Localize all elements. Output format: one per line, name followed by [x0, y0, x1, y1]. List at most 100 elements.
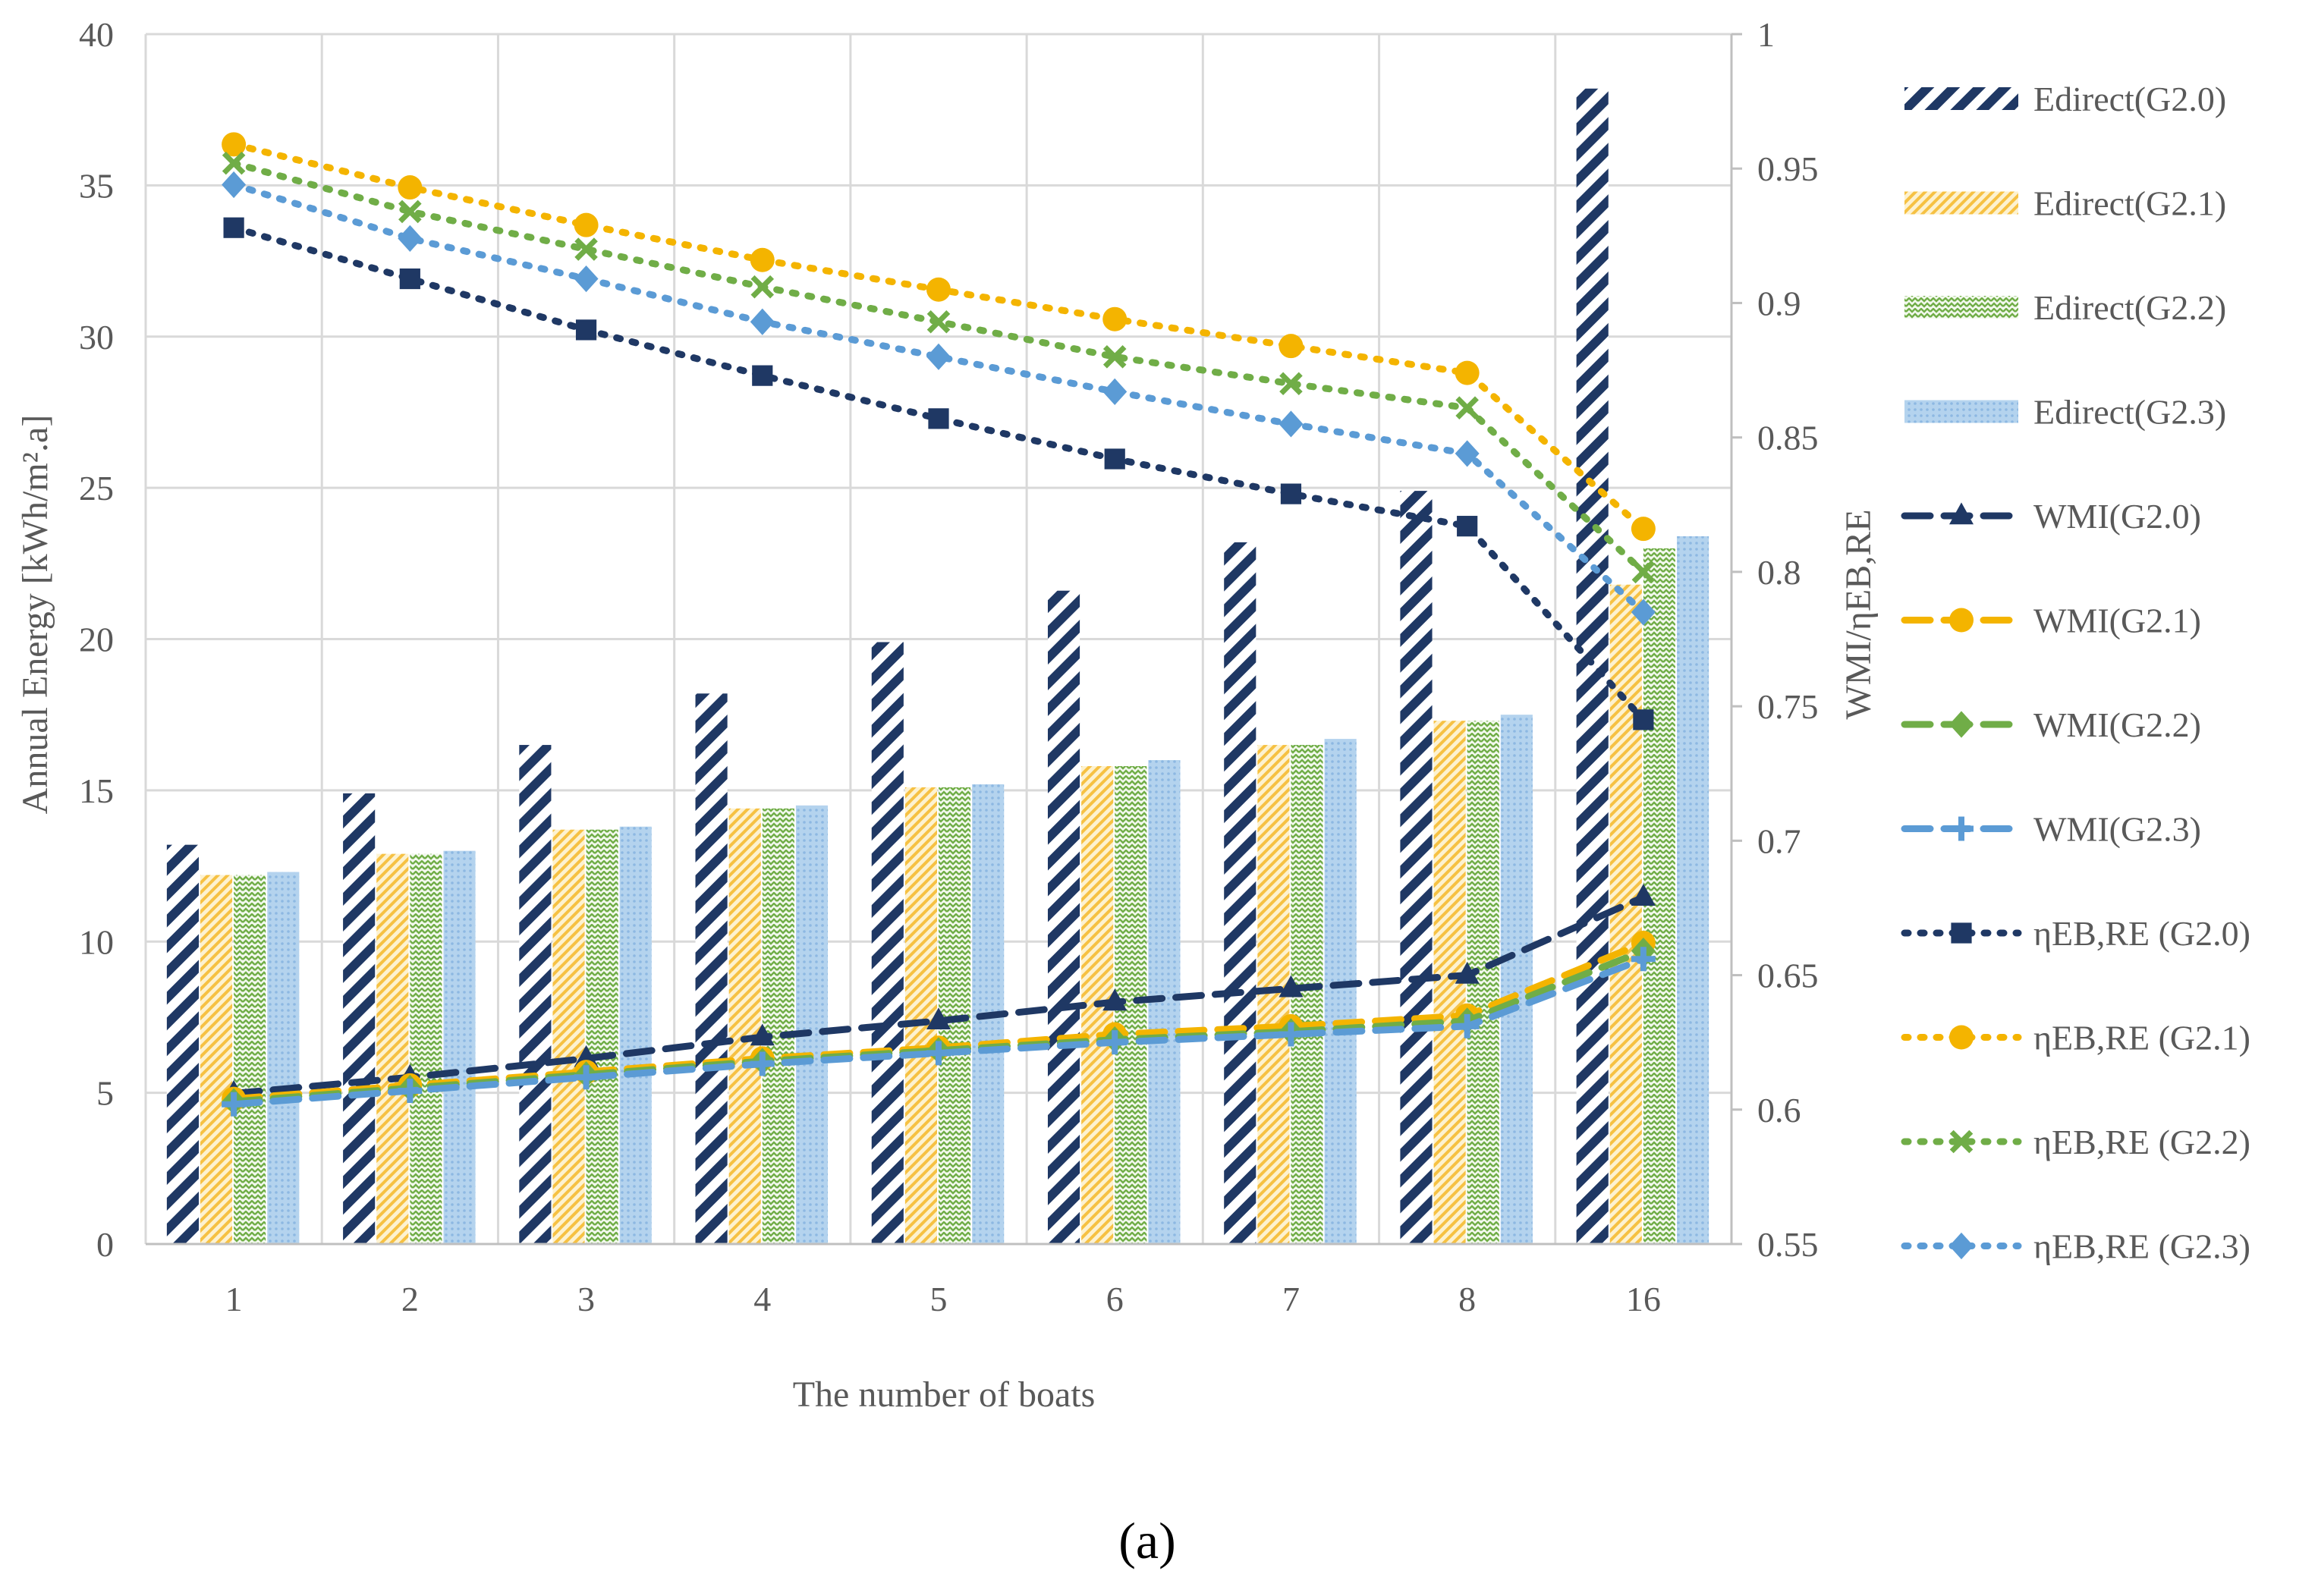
x-tick-label: 1	[225, 1280, 243, 1318]
bar	[343, 793, 376, 1244]
legend-label: ηEB,RE (G2.0)	[2033, 914, 2250, 953]
x-tick-label: 7	[1282, 1280, 1300, 1318]
x-tick-label: 4	[753, 1280, 771, 1318]
line-point	[750, 1051, 775, 1076]
y-tick-label: 10	[79, 922, 114, 961]
bar	[586, 829, 618, 1244]
line-point	[1949, 1232, 1974, 1260]
line-point	[1279, 1022, 1304, 1047]
series-line	[230, 181, 1647, 616]
line-point	[1455, 396, 1479, 419]
line-point	[1455, 440, 1480, 467]
x-tick-label: 5	[930, 1280, 948, 1318]
line-point	[926, 1007, 951, 1030]
series-line	[230, 955, 1647, 1108]
bar	[552, 829, 585, 1244]
gridlines	[144, 33, 1733, 1246]
line-point	[926, 309, 951, 334]
bar	[904, 787, 937, 1244]
line-point	[1631, 560, 1656, 584]
line-point	[750, 1023, 775, 1046]
y-tick-label: 5	[96, 1074, 114, 1113]
legend-label: Edirect(G2.0)	[2033, 80, 2226, 118]
line-point	[1455, 1013, 1480, 1038]
x-tick-label: 2	[401, 1280, 419, 1318]
bar	[376, 853, 409, 1244]
y-tick-label: 35	[79, 166, 114, 205]
line-point	[1457, 516, 1478, 537]
line-point	[750, 308, 775, 335]
line-point	[750, 275, 775, 299]
x-axis-title: The number of boats	[793, 1375, 1096, 1415]
legend-label: ηEB,RE (G2.3)	[2033, 1227, 2250, 1266]
bar	[728, 808, 761, 1244]
line-point	[1455, 961, 1480, 984]
y-tick-label: 30	[79, 318, 114, 357]
legend-label: WMI(G2.3)	[2033, 810, 2201, 849]
legend-label: WMI(G2.1)	[2033, 602, 2201, 640]
line-point	[1279, 334, 1304, 359]
bar	[1324, 739, 1357, 1244]
y2-tick-label: 0.7	[1757, 822, 1801, 860]
legend-label: Edirect(G2.1)	[2033, 184, 2226, 223]
legend-swatch	[1904, 400, 2018, 423]
legend-label: ηEB,RE (G2.2)	[2033, 1123, 2250, 1161]
line-point	[1949, 1129, 1974, 1154]
line-point	[1102, 1030, 1128, 1055]
bar	[1677, 536, 1709, 1244]
line-point	[398, 1078, 423, 1103]
line-point	[223, 217, 244, 238]
legend-label: ηEB,RE (G2.1)	[2033, 1019, 2250, 1057]
bar	[1500, 715, 1533, 1244]
y-tick-label: 40	[79, 15, 114, 54]
y2-axis-title: WMI/ηEB,RE	[1838, 509, 1879, 719]
bar	[1576, 88, 1609, 1244]
bar	[267, 872, 300, 1244]
line-point	[1949, 608, 1974, 633]
x-tick-label: 16	[1626, 1280, 1661, 1318]
line-point	[398, 200, 422, 224]
line-point	[1631, 947, 1656, 972]
line-point	[1455, 360, 1480, 385]
line-point	[1102, 988, 1128, 1011]
y-axis-title: Annual Energy [kWh/m².a]	[15, 415, 55, 815]
y-tick-label: 20	[79, 620, 114, 659]
bar	[871, 642, 904, 1244]
y2-tick-label: 0.85	[1757, 419, 1819, 457]
line-point	[926, 277, 951, 302]
line-point	[1949, 1025, 1974, 1050]
line-point	[398, 225, 423, 252]
legend-label: WMI(G2.0)	[2033, 497, 2201, 536]
bar	[443, 850, 476, 1244]
line-point	[399, 268, 420, 290]
legend-swatch	[1904, 296, 2018, 319]
y-tick-label: 25	[79, 469, 114, 507]
bar-group	[166, 88, 1709, 1244]
bar	[762, 808, 794, 1244]
line-point	[222, 151, 246, 175]
line-point	[222, 171, 247, 199]
line-point	[222, 132, 247, 157]
line-point	[1631, 884, 1656, 906]
bar	[795, 805, 829, 1244]
line-point	[926, 343, 951, 370]
bar	[1047, 590, 1080, 1244]
axes: 05101520253035400.550.60.650.70.750.80.8…	[79, 15, 1819, 1318]
y2-tick-label: 0.75	[1757, 687, 1819, 726]
bar	[695, 693, 728, 1244]
line-point	[1279, 410, 1304, 438]
x-tick-label: 6	[1106, 1280, 1124, 1318]
line-point	[752, 365, 773, 386]
y2-tick-label: 0.95	[1757, 149, 1819, 188]
line-point	[574, 237, 598, 261]
line-point	[1631, 517, 1656, 542]
legend-swatch	[1904, 87, 2018, 110]
line-point	[574, 212, 599, 237]
y-tick-label: 0	[96, 1225, 114, 1264]
y2-tick-label: 0.8	[1757, 553, 1801, 592]
figure-caption: (a)	[1118, 1512, 1175, 1569]
y-tick-label: 15	[79, 771, 114, 810]
line-point	[1104, 448, 1125, 470]
